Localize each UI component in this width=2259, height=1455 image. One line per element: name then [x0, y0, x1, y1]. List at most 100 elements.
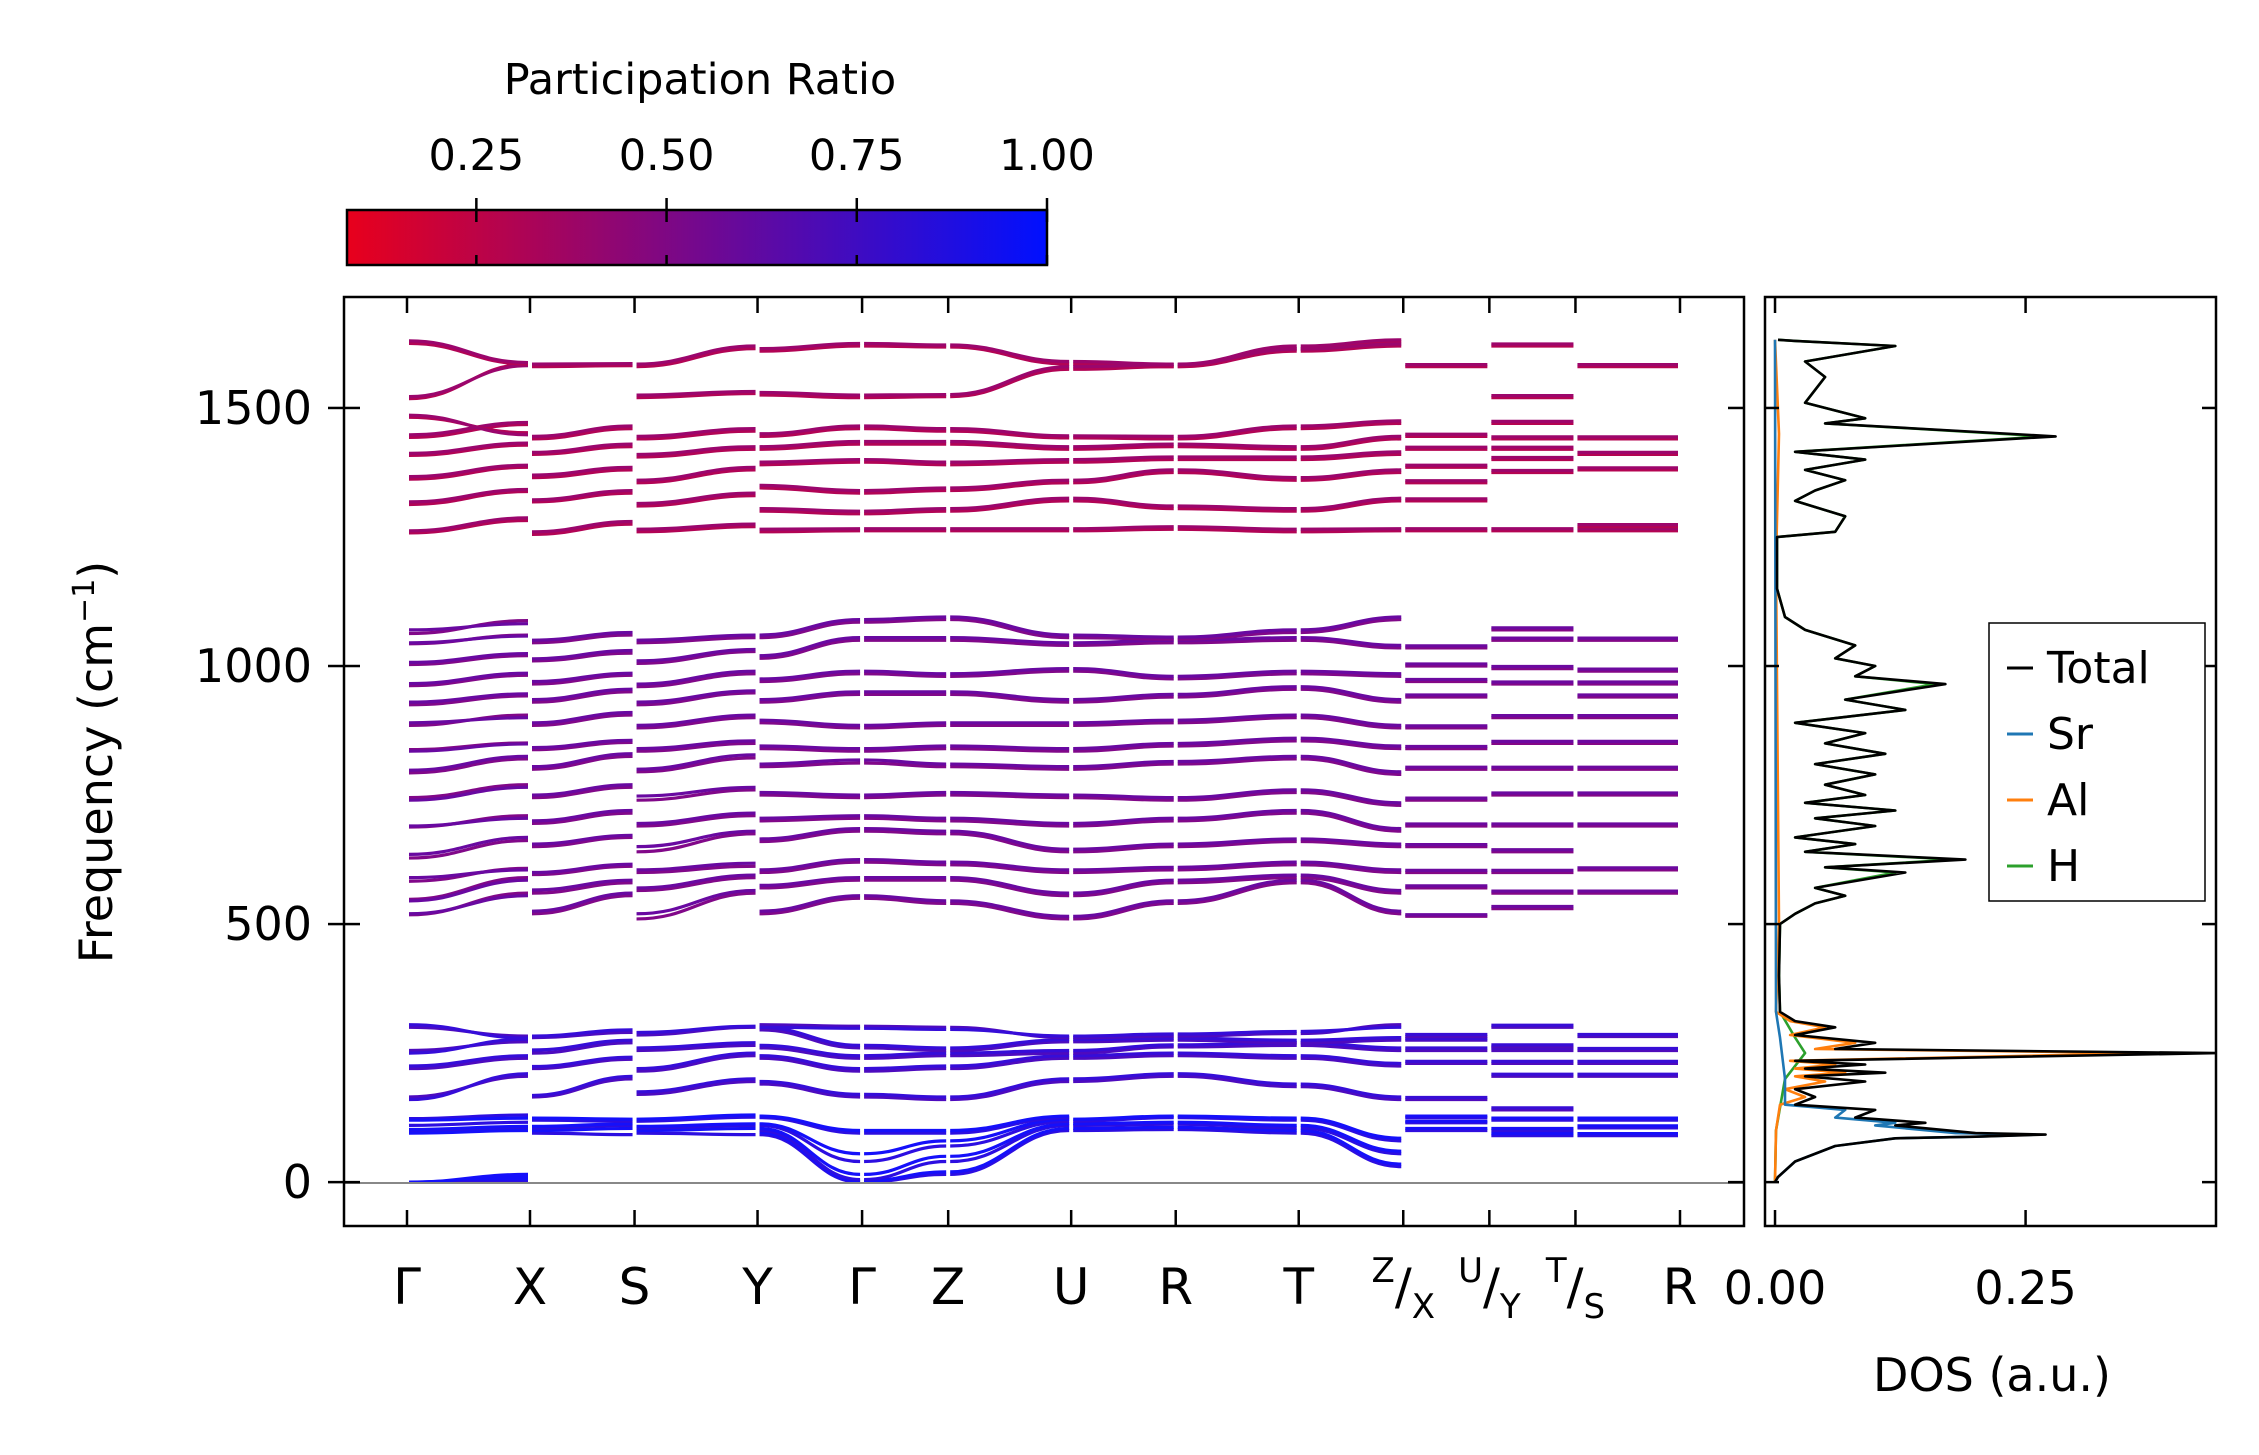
- kpoint-label: T/S: [1545, 1251, 1605, 1327]
- phonon-branch: [1177, 687, 1297, 699]
- kpoint-label-slash: /: [1567, 1258, 1584, 1316]
- phonon-branch: [950, 1051, 1070, 1058]
- legend-label: Sr: [2047, 709, 2094, 760]
- phonon-branch: [1300, 468, 1402, 480]
- phonon-branch: [950, 793, 1070, 800]
- colorbar-bar: [345, 208, 1049, 267]
- phonon-branch: [1177, 790, 1297, 802]
- phonon-branch: [636, 832, 756, 854]
- phonon-branch: [1300, 808, 1402, 831]
- dos-frame: [1763, 295, 2218, 1228]
- phonon-branch: [531, 442, 633, 454]
- phonon-branch: [1300, 638, 1402, 650]
- phonon-branch: [759, 746, 861, 753]
- phonon-branch: [636, 1077, 756, 1094]
- phonon-branch: [1177, 628, 1297, 639]
- phonon-branch: [1177, 1120, 1297, 1127]
- phonon-branch: [531, 1055, 633, 1069]
- phonon-branch: [531, 864, 633, 877]
- phonon-branch: [1177, 1038, 1297, 1045]
- phonon-branch: [759, 439, 861, 449]
- phonon-branch: [1177, 808, 1297, 820]
- colorbar-tick-labels: 0.25 0.50 0.75 1.00: [428, 131, 1094, 181]
- colorbar-tick-label: 0.25: [428, 131, 524, 181]
- phonon-branch: [950, 1040, 1070, 1053]
- phonon-branch: [759, 826, 861, 841]
- phonon-branch: [408, 876, 528, 901]
- phonon-branch: [950, 1117, 1070, 1143]
- phonon-branch: [759, 857, 861, 872]
- y-tick-labels: 0 500 1000 1500: [195, 381, 312, 1209]
- phonon-branch: [1073, 1127, 1174, 1133]
- phonon-branch: [531, 1122, 633, 1128]
- phonon-branch: [1073, 1038, 1174, 1044]
- phonon-branch: [1300, 669, 1402, 676]
- kpoint-label: S: [619, 1258, 651, 1316]
- phonon-branch: [1177, 507, 1297, 513]
- phonon-branch: [759, 527, 861, 531]
- phonon-branch: [408, 1124, 528, 1132]
- phonon-branch: [950, 478, 1070, 490]
- phonon-branch: [759, 793, 861, 800]
- phonon-branch: [408, 694, 528, 707]
- phonon-branch: [531, 833, 633, 846]
- phonon-branch: [636, 876, 756, 893]
- phonon-branch: [864, 507, 947, 513]
- phonon-branch: [759, 669, 861, 681]
- phonon-branch: [636, 1079, 756, 1096]
- phonon-branch: [864, 392, 947, 397]
- phonon-branch: [1177, 630, 1297, 641]
- phonon-branch: [636, 829, 756, 849]
- phonon-branch: [531, 491, 633, 504]
- kpoint-label: Γ: [393, 1258, 421, 1316]
- phonon-branch: [636, 689, 756, 704]
- phonon-branch: [950, 876, 1070, 895]
- phonon-branch: [1177, 638, 1297, 645]
- phonon-branch: [950, 790, 1070, 797]
- phonon-branch: [531, 1116, 633, 1121]
- phonon-branch: [408, 692, 528, 704]
- phonon-branch: [1177, 424, 1297, 438]
- phonon-branch: [408, 835, 528, 856]
- phonon-branch: [531, 783, 633, 797]
- phonon-branch: [759, 744, 861, 751]
- phonon-branch: [950, 615, 1070, 637]
- dos-panel: 0.00 0.25 DOS (a.u.) Total Sr Al H: [1724, 295, 2218, 1402]
- phonon-branch: [864, 790, 947, 797]
- phonon-branch: [950, 1048, 1070, 1055]
- phonon-branch: [864, 672, 947, 678]
- phonon-branch: [531, 468, 633, 480]
- phonon-branch: [636, 522, 756, 531]
- phonon-branch: [636, 756, 756, 774]
- phonon-branch: [1300, 1054, 1402, 1066]
- phonon-branch: [531, 651, 633, 663]
- phonon-branch: [636, 429, 756, 441]
- phonon-branch: [1073, 470, 1174, 485]
- phonon-branch: [1300, 1043, 1402, 1053]
- phonon-branch: [1300, 342, 1402, 351]
- phonon-branch: [950, 860, 1070, 872]
- phonon-branch: [1177, 837, 1297, 846]
- phonon-branch: [950, 692, 1070, 704]
- phonon-branch: [408, 1023, 528, 1040]
- phonon-branch: [759, 457, 861, 464]
- phonon-branch: [1073, 496, 1174, 508]
- colorbar-tick-label: 0.75: [809, 131, 905, 181]
- phonon-branch: [408, 489, 528, 507]
- phonon-branch: [759, 636, 861, 658]
- phonon-branch: [1300, 1085, 1402, 1102]
- phonon-branch: [1300, 470, 1402, 482]
- phonon-branch: [531, 738, 633, 750]
- phonon-branch: [1177, 1114, 1297, 1120]
- phonon-branch: [1177, 504, 1297, 511]
- phonon-branch: [408, 622, 528, 632]
- phonon-branch: [950, 427, 1070, 438]
- kpoint-label: U: [1053, 1258, 1090, 1316]
- phonon-branch: [408, 654, 528, 667]
- phonon-branch: [759, 393, 861, 400]
- phonon-branch: [950, 442, 1070, 451]
- kpoint-label: Z/X: [1372, 1251, 1435, 1327]
- phonon-branch: [759, 758, 861, 766]
- phonon-branch: [1300, 685, 1402, 702]
- phonon-branch: [1177, 1074, 1297, 1089]
